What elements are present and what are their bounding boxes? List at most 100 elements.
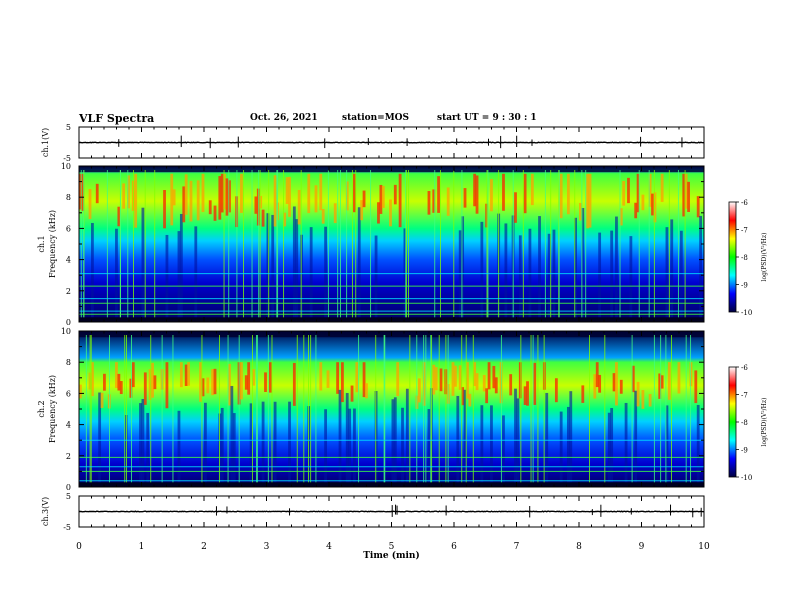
spectrogram-intense-streak: [389, 199, 392, 227]
spectrogram-dip: [204, 402, 207, 483]
spectrogram-intense-streak: [586, 173, 590, 229]
spectrogram-intense-streak: [134, 173, 138, 228]
colorbar-tick-label: -8: [741, 254, 748, 262]
spectrogram-intense-streak: [514, 192, 517, 223]
spectrogram-intense-streak: [170, 173, 174, 226]
y-tick-label: 0: [66, 318, 71, 327]
spectrogram-intense-streak: [81, 173, 85, 211]
y-tick-label: 6: [66, 389, 71, 398]
spectrogram-intense-streak: [446, 187, 450, 216]
spectrogram-intense-streak: [482, 375, 486, 392]
spectrogram-dip: [665, 227, 669, 318]
colorbar-label: log(PSD)(V²/Hz): [761, 398, 768, 447]
spectrogram-intense-streak: [422, 362, 426, 406]
y-axis-label: ch.1(V): [41, 128, 50, 157]
spectrogram-dip: [177, 410, 181, 483]
spectrogram-dip: [624, 402, 628, 483]
spectrogram-intense-streak: [319, 362, 323, 391]
spectrogram-intense-streak: [179, 362, 183, 388]
spectrogram-dip: [504, 223, 508, 318]
x-tick-label: 10: [698, 542, 710, 552]
spectrogram-dip: [271, 214, 275, 318]
spectrogram-intense-streak: [432, 364, 436, 395]
spectrogram-intense-streak: [247, 362, 251, 395]
spectrogram-intense-streak: [362, 362, 366, 398]
spectrogram-intense-streak: [437, 176, 440, 213]
x-axis-label: Time (min): [363, 550, 420, 561]
spectrogram-dip: [699, 215, 702, 318]
spectrogram-intense-streak: [641, 390, 645, 409]
y-tick-label: 4: [66, 256, 71, 265]
spectrogram-intense-streak: [129, 378, 133, 398]
spectrogram-intense-streak: [314, 185, 318, 213]
colorbar-tick-label: -10: [741, 309, 752, 317]
spectrogram-intense-streak: [502, 173, 505, 211]
x-tick-label: 8: [576, 542, 582, 552]
x-tick-label: 7: [514, 542, 520, 552]
waveform-trace: [78, 510, 704, 513]
spectrogram-intense-streak: [533, 362, 537, 405]
colorbar-tick-label: -6: [741, 199, 748, 207]
spectrogram-dip: [547, 233, 551, 318]
spectrogram-intense-streak: [523, 386, 527, 405]
spectrogram-dip: [610, 408, 614, 483]
spectrogram-intense-streak: [396, 362, 400, 397]
spectrogram-intense-streak: [458, 365, 462, 390]
y-axis-label: ch.3(V): [41, 497, 50, 526]
spectrogram-intense-streak: [651, 193, 654, 216]
spectrogram-intense-streak: [228, 363, 231, 406]
spectrogram-dip: [194, 226, 198, 318]
spectrogram-dip: [177, 231, 181, 318]
spectrogram-intense-streak: [103, 373, 106, 391]
spectrogram-dip: [615, 216, 618, 318]
spectrogram-intense-streak: [79, 384, 82, 399]
spectrogram-dip: [288, 401, 291, 483]
spectrogram-dip: [249, 403, 253, 483]
spectrogram-intense-streak: [641, 194, 645, 211]
spectrogram-intense-streak: [285, 177, 289, 204]
spectrogram-intense-streak: [182, 186, 186, 223]
spectrogram-dip: [607, 412, 611, 483]
spectrogram-intense-streak: [100, 392, 104, 408]
spectrogram-intense-streak: [612, 373, 616, 392]
spectrogram-dip: [514, 388, 517, 483]
spectrogram-dip: [324, 409, 327, 483]
start-time-label: start UT = 9 : 30 : 1: [437, 113, 537, 123]
spectrogram-intense-streak: [268, 362, 272, 393]
spectrogram-dip: [480, 221, 484, 318]
spectrogram-dip: [139, 403, 142, 483]
spectrogram-intense-streak: [91, 362, 94, 397]
colorbar-tick-label: -6: [741, 364, 748, 372]
spectrogram-intense-streak: [143, 372, 147, 405]
spectrogram-dip: [490, 405, 493, 483]
spectrogram-dip: [374, 235, 378, 318]
y-tick-label: 2: [66, 287, 71, 296]
spectrogram-intense-streak: [345, 181, 349, 211]
spectrogram-dip: [91, 222, 94, 318]
waveform-trace: [78, 141, 704, 144]
spectrogram-intense-streak: [677, 362, 681, 394]
y-tick-label: -5: [63, 154, 71, 163]
spectrogram-intense-streak: [252, 369, 255, 386]
spectrogram-dip: [179, 213, 183, 318]
spectrogram-intense-streak: [381, 185, 385, 208]
station-label: station=MOS: [342, 113, 410, 123]
ch2-spectrogram-panel: 0 2 4 6 8 10 ch.2 Frequency (kHz): [37, 327, 705, 492]
spectrogram-intense-streak: [379, 184, 383, 214]
y-tick-label: 10: [61, 327, 71, 336]
spectrogram-intense-streak: [117, 373, 121, 391]
spectrogram-intense-streak: [201, 378, 205, 397]
y-tick-label: 5: [66, 123, 71, 132]
spectrogram-intense-streak: [492, 365, 496, 389]
spectrogram-dip: [357, 207, 361, 318]
chart-title: VLF Spectra: [79, 112, 155, 125]
spectrogram-intense-streak: [468, 393, 472, 407]
spectrogram-intense-streak: [261, 209, 265, 227]
spectrogram-dip: [670, 219, 674, 318]
x-tick-label: 1: [139, 542, 145, 552]
spectrogram-intense-streak: [153, 375, 157, 390]
spectrogram-intense-streak: [95, 183, 99, 204]
colorbar-tick-label: -7: [741, 227, 748, 235]
x-tick-label: 5: [389, 542, 395, 552]
spectrogram-dip: [261, 401, 265, 483]
